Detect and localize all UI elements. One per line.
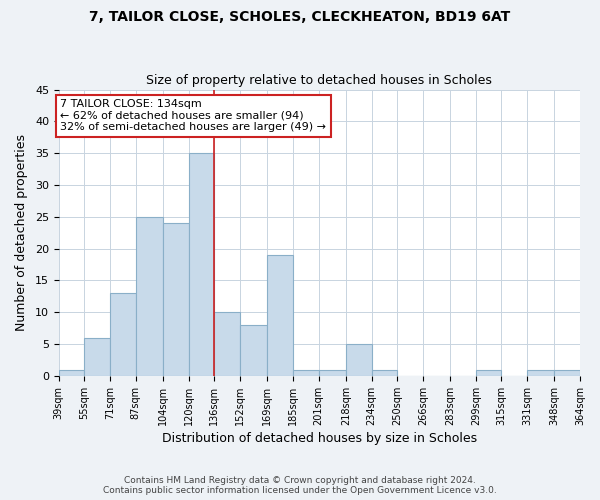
X-axis label: Distribution of detached houses by size in Scholes: Distribution of detached houses by size … <box>162 432 477 445</box>
Title: Size of property relative to detached houses in Scholes: Size of property relative to detached ho… <box>146 74 493 87</box>
Bar <box>346 344 371 376</box>
Bar <box>110 293 136 376</box>
Bar <box>476 370 502 376</box>
Bar <box>136 217 163 376</box>
Bar <box>527 370 554 376</box>
Bar <box>214 312 240 376</box>
Text: Contains HM Land Registry data © Crown copyright and database right 2024.
Contai: Contains HM Land Registry data © Crown c… <box>103 476 497 495</box>
Y-axis label: Number of detached properties: Number of detached properties <box>15 134 28 332</box>
Bar <box>163 223 188 376</box>
Bar <box>188 153 214 376</box>
Text: 7 TAILOR CLOSE: 134sqm
← 62% of detached houses are smaller (94)
32% of semi-det: 7 TAILOR CLOSE: 134sqm ← 62% of detached… <box>61 99 326 132</box>
Bar <box>240 325 267 376</box>
Bar <box>319 370 346 376</box>
Bar <box>59 370 85 376</box>
Bar <box>267 255 293 376</box>
Bar <box>554 370 580 376</box>
Bar <box>293 370 319 376</box>
Bar <box>85 338 110 376</box>
Bar <box>371 370 397 376</box>
Text: 7, TAILOR CLOSE, SCHOLES, CLECKHEATON, BD19 6AT: 7, TAILOR CLOSE, SCHOLES, CLECKHEATON, B… <box>89 10 511 24</box>
